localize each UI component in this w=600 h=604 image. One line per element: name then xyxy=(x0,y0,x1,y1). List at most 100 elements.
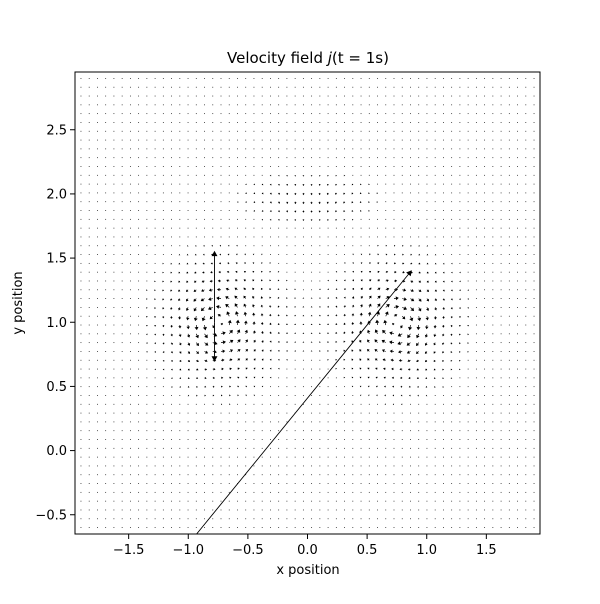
field-arrow xyxy=(81,413,82,414)
field-arrow xyxy=(237,413,238,414)
field-arrow xyxy=(476,386,477,387)
field-arrow xyxy=(353,305,354,307)
field-arrow xyxy=(254,466,255,467)
field-arrow xyxy=(97,237,98,238)
field-arrow xyxy=(171,439,172,440)
field-arrow xyxy=(352,184,353,185)
field-arrow xyxy=(245,131,246,132)
field-arrow xyxy=(319,113,320,114)
field-arrow xyxy=(509,87,510,88)
field-arrow xyxy=(261,314,262,316)
field-arrow xyxy=(237,377,238,378)
field-arrow xyxy=(209,307,213,310)
field-arrow xyxy=(89,395,90,396)
field-arrow xyxy=(245,228,246,229)
field-arrow xyxy=(418,193,419,194)
field-arrow xyxy=(492,342,493,343)
field-arrow xyxy=(525,298,526,299)
field-arrow xyxy=(97,184,98,185)
field-arrow xyxy=(114,201,115,202)
field-arrow xyxy=(202,281,204,282)
field-arrow xyxy=(287,439,288,440)
field-arrow xyxy=(213,386,214,387)
field-arrow xyxy=(244,288,246,290)
field-arrow xyxy=(501,377,502,378)
field-arrow xyxy=(155,518,156,519)
field-arrow xyxy=(336,315,337,316)
field-arrow xyxy=(418,131,419,132)
field-arrow xyxy=(443,104,444,105)
field-arrow xyxy=(278,297,279,298)
field-arrow xyxy=(226,296,230,298)
field-arrow xyxy=(229,474,230,475)
field-arrow xyxy=(179,131,180,132)
field-arrow xyxy=(361,430,362,431)
field-arrow xyxy=(451,166,452,167)
x-tick-label: 0.5 xyxy=(357,543,378,558)
field-arrow xyxy=(212,184,213,185)
field-arrow xyxy=(138,113,139,114)
field-arrow xyxy=(319,510,320,511)
field-arrow xyxy=(212,527,213,528)
field-arrow xyxy=(484,148,485,149)
field-arrow xyxy=(89,219,90,220)
field-arrow xyxy=(427,307,429,310)
field-arrow xyxy=(212,78,213,79)
field-arrow xyxy=(427,157,428,158)
field-arrow xyxy=(476,333,477,334)
field-arrow xyxy=(451,193,452,194)
field-arrow xyxy=(279,193,280,194)
field-arrow xyxy=(417,360,419,361)
field-arrow xyxy=(270,254,271,255)
field-arrow xyxy=(361,518,362,519)
field-arrow xyxy=(89,175,90,176)
field-arrow xyxy=(163,421,164,422)
field-arrow xyxy=(202,316,205,321)
field-arrow xyxy=(451,413,452,414)
field-arrow xyxy=(534,193,535,194)
field-arrow xyxy=(361,492,362,493)
field-arrow xyxy=(138,492,139,493)
field-arrow xyxy=(262,492,263,493)
field-arrow xyxy=(246,340,248,343)
field-arrow xyxy=(492,457,493,458)
field-arrow xyxy=(468,131,469,132)
field-arrow xyxy=(270,332,271,334)
field-arrow xyxy=(492,289,493,290)
field-arrow xyxy=(287,87,288,88)
field-arrow xyxy=(492,474,493,475)
field-arrow xyxy=(97,122,98,123)
field-arrow xyxy=(402,272,404,273)
field-arrow xyxy=(122,148,123,149)
field-arrow xyxy=(352,122,353,123)
field-arrow xyxy=(246,386,247,387)
field-arrow xyxy=(237,501,238,502)
field-arrow xyxy=(179,325,181,328)
field-arrow xyxy=(138,122,139,123)
field-arrow xyxy=(360,368,361,369)
field-arrow xyxy=(344,421,345,422)
field-arrow xyxy=(201,307,204,310)
field-arrow xyxy=(484,501,485,502)
field-arrow xyxy=(179,510,180,511)
field-arrow xyxy=(327,211,328,212)
field-arrow xyxy=(435,104,436,105)
field-arrow xyxy=(278,333,279,334)
field-arrow xyxy=(229,193,230,194)
field-arrow xyxy=(492,96,493,97)
field-arrow xyxy=(105,113,106,114)
field-arrow xyxy=(186,307,188,310)
field-arrow xyxy=(171,113,172,114)
field-arrow xyxy=(105,140,106,141)
field-arrow xyxy=(534,510,535,511)
field-arrow xyxy=(525,184,526,185)
field-arrow xyxy=(212,104,213,105)
field-arrow xyxy=(279,350,280,351)
field-arrow xyxy=(287,518,288,519)
field-arrow xyxy=(204,193,205,194)
field-arrow xyxy=(236,320,239,325)
field-arrow xyxy=(303,254,304,255)
field-arrow xyxy=(204,466,205,467)
field-arrow xyxy=(385,113,386,114)
field-arrow xyxy=(270,211,271,212)
